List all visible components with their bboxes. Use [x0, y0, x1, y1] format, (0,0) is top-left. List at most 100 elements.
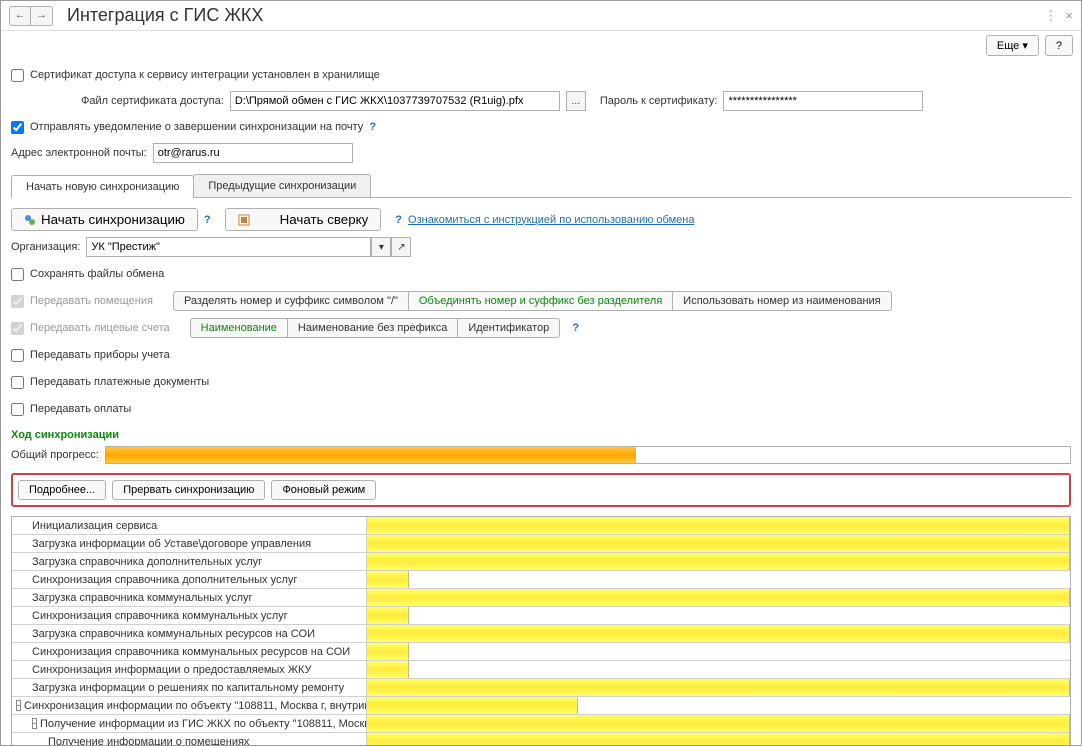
tab-prev-sync[interactable]: Предыдущие синхронизации: [193, 174, 371, 197]
org-input[interactable]: [86, 237, 371, 257]
send-rooms-checkbox: [11, 295, 24, 308]
nav-back-button[interactable]: ←: [9, 6, 31, 26]
tabs: Начать новую синхронизацию Предыдущие си…: [11, 174, 1071, 198]
room-seg-split[interactable]: Разделять номер и суффикс символом "/": [173, 291, 409, 311]
acc-seg-noprefix[interactable]: Наименование без префикса: [287, 318, 458, 338]
sync-icon: [24, 214, 36, 226]
background-button[interactable]: Фоновый режим: [271, 480, 376, 500]
tree-expand-icon[interactable]: -: [32, 718, 37, 729]
tree-cell-progress: [367, 571, 1070, 588]
tree-cell-label: Получение информации о помещениях: [12, 733, 367, 745]
save-files-checkbox[interactable]: [11, 268, 24, 281]
window-title: Интеграция с ГИС ЖКХ: [67, 5, 263, 26]
tree-cell-label: Загрузка информации об Уставе\договоре у…: [12, 535, 367, 552]
tab-new-sync[interactable]: Начать новую синхронизацию: [11, 175, 194, 198]
send-accounts-checkbox: [11, 322, 24, 335]
sync-progress-title: Ход синхронизации: [11, 429, 1071, 441]
acc-help-icon[interactable]: ?: [572, 322, 579, 334]
cert-pass-label: Пароль к сертификату:: [600, 95, 718, 107]
send-meters-label: Передавать приборы учета: [30, 349, 170, 361]
overall-progress-label: Общий прогресс:: [11, 449, 99, 461]
email-label: Адрес электронной почты:: [11, 147, 147, 159]
start-sync-button[interactable]: Начать синхронизацию: [11, 208, 198, 231]
tree-row[interactable]: -Получение информации из ГИС ЖКХ по объе…: [12, 715, 1070, 733]
tree-row[interactable]: Синхронизация справочника дополнительных…: [12, 571, 1070, 589]
cert-installed-label: Сертификат доступа к сервису интеграции …: [30, 69, 380, 81]
send-rooms-label: Передавать помещения: [30, 295, 153, 307]
tree-cell-label: Синхронизация справочника коммунальных у…: [12, 607, 367, 624]
tree-cell-progress: [367, 589, 1070, 606]
org-combo[interactable]: ▾ ↗: [86, 237, 411, 257]
titlebar-more-icon[interactable]: ⋮: [1044, 8, 1057, 24]
start-check-button[interactable]: Начать сверку: [225, 208, 382, 231]
cert-installed-checkbox[interactable]: [11, 69, 24, 82]
nav-forward-button[interactable]: →: [31, 6, 53, 26]
start-sync-help-icon[interactable]: ?: [204, 214, 211, 226]
tab-content: Начать синхронизацию ? Начать сверку ? О…: [11, 202, 1071, 745]
save-files-label: Сохранять файлы обмена: [30, 268, 164, 280]
tree-cell-progress: [367, 715, 1070, 732]
notify-help-icon[interactable]: ?: [369, 121, 376, 133]
tree-row[interactable]: Загрузка информации об Уставе\договоре у…: [12, 535, 1070, 553]
tree-cell-progress: [367, 679, 1070, 696]
tree-row[interactable]: Загрузка информации о решениях по капита…: [12, 679, 1070, 697]
tree-cell-progress: [367, 697, 1070, 714]
tree-cell-label: Инициализация сервиса: [12, 517, 367, 534]
org-open-icon[interactable]: ↗: [391, 237, 411, 257]
notify-checkbox[interactable]: [11, 121, 24, 134]
email-input[interactable]: [153, 143, 353, 163]
tree-row[interactable]: Загрузка справочника коммунальных услуг: [12, 589, 1070, 607]
tree-row[interactable]: Загрузка справочника коммунальных ресурс…: [12, 625, 1070, 643]
interrupt-button[interactable]: Прервать синхронизацию: [112, 480, 265, 500]
sync-tree-table: Инициализация сервисаЗагрузка информации…: [11, 516, 1071, 745]
cert-file-browse-button[interactable]: ...: [566, 91, 586, 111]
overall-progress-bar: [105, 446, 1071, 464]
tree-cell-label: Загрузка справочника коммунальных ресурс…: [12, 625, 367, 642]
titlebar-close-icon[interactable]: ×: [1065, 8, 1073, 23]
tree-cell-label: Загрузка справочника дополнительных услу…: [12, 553, 367, 570]
tree-cell-label: Синхронизация справочника коммунальных р…: [12, 643, 367, 660]
tree-cell-progress: [367, 661, 1070, 678]
check-icon: [238, 214, 250, 226]
tree-row[interactable]: Синхронизация справочника коммунальных у…: [12, 607, 1070, 625]
more-button[interactable]: Еще ▾: [986, 35, 1039, 56]
send-paydocs-label: Передавать платежные документы: [30, 376, 209, 388]
room-seg-fromname[interactable]: Использовать номер из наименования: [672, 291, 891, 311]
tree-cell-progress: [367, 733, 1070, 745]
tree-row[interactable]: Синхронизация информации о предоставляем…: [12, 661, 1070, 679]
tree-row[interactable]: Инициализация сервиса: [12, 517, 1070, 535]
tree-cell-progress: [367, 625, 1070, 642]
acc-seg-id[interactable]: Идентификатор: [457, 318, 560, 338]
cert-file-input[interactable]: [230, 91, 560, 111]
send-paydocs-checkbox[interactable]: [11, 376, 24, 389]
top-toolbar: Еще ▾ ?: [1, 31, 1081, 60]
tree-expand-icon[interactable]: -: [16, 700, 21, 711]
tree-cell-label: Синхронизация справочника дополнительных…: [12, 571, 367, 588]
send-meters-checkbox[interactable]: [11, 349, 24, 362]
nav-buttons: ← →: [9, 6, 53, 26]
tree-cell-progress: [367, 553, 1070, 570]
tree-row[interactable]: Синхронизация справочника коммунальных р…: [12, 643, 1070, 661]
tree-cell-progress: [367, 643, 1070, 660]
tree-row[interactable]: Загрузка справочника дополнительных услу…: [12, 553, 1070, 571]
manual-help-icon[interactable]: ?: [395, 214, 402, 226]
org-dropdown-icon[interactable]: ▾: [371, 237, 391, 257]
tree-cell-label: -Синхронизация информации по объекту "10…: [12, 697, 367, 714]
send-pays-checkbox[interactable]: [11, 403, 24, 416]
help-button[interactable]: ?: [1045, 35, 1073, 56]
org-label: Организация:: [11, 241, 80, 253]
tree-row[interactable]: Получение информации о помещениях: [12, 733, 1070, 745]
tree-row[interactable]: -Синхронизация информации по объекту "10…: [12, 697, 1070, 715]
manual-link[interactable]: Ознакомиться с инструкцией по использова…: [408, 214, 694, 226]
acc-seg-name[interactable]: Наименование: [190, 318, 288, 338]
tree-cell-label: Синхронизация информации о предоставляем…: [12, 661, 367, 678]
cert-pass-input[interactable]: [723, 91, 923, 111]
tree-cell-progress: [367, 607, 1070, 624]
notify-label: Отправлять уведомление о завершении синх…: [30, 121, 363, 133]
content-area: Сертификат доступа к сервису интеграции …: [1, 60, 1081, 745]
send-pays-label: Передавать оплаты: [30, 403, 131, 415]
details-button[interactable]: Подробнее...: [18, 480, 106, 500]
tree-cell-label: Загрузка справочника коммунальных услуг: [12, 589, 367, 606]
room-seg-join[interactable]: Объединять номер и суффикс без разделите…: [408, 291, 673, 311]
tree-cell-label: Загрузка информации о решениях по капита…: [12, 679, 367, 696]
